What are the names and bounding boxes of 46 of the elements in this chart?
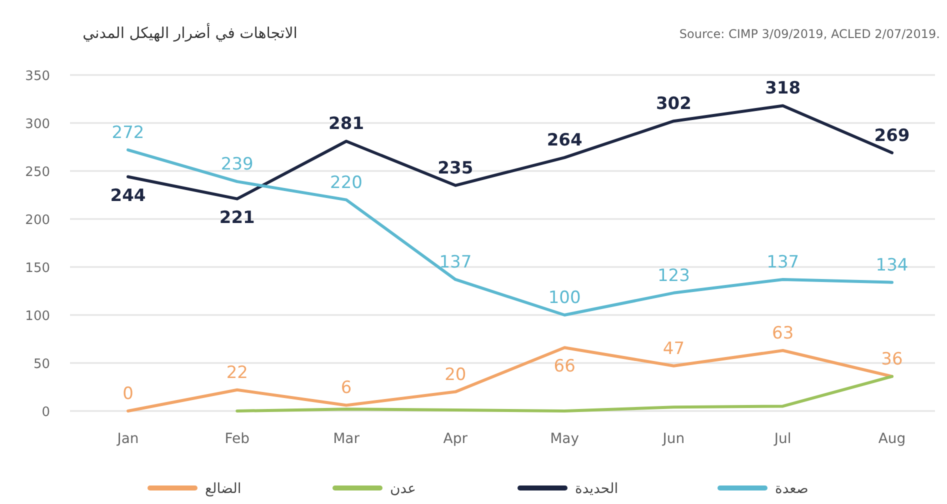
source-note: Source: CIMP 3/09/2019, ACLED 2/07/2019. <box>679 27 940 41</box>
data-label: 235 <box>438 158 474 178</box>
data-label: 66 <box>554 356 576 377</box>
x-tick-label: Jul <box>773 431 792 447</box>
data-label: 47 <box>662 338 685 359</box>
data-label: 6 <box>340 378 352 398</box>
y-tick-label: 0 <box>42 405 50 420</box>
data-label: 36 <box>881 349 903 370</box>
data-label: 239 <box>220 154 254 175</box>
y-tick-label: 150 <box>25 261 50 276</box>
data-label: 0 <box>122 384 134 404</box>
x-tick-label: Jun <box>662 431 685 447</box>
data-label: 221 <box>219 208 255 228</box>
data-label: 137 <box>439 252 472 272</box>
y-tick-label: 350 <box>25 69 50 84</box>
data-label: 272 <box>112 122 144 143</box>
y-tick-label: 100 <box>25 309 50 324</box>
x-tick-label: May <box>550 431 580 447</box>
legend-label: صعدة <box>775 481 808 497</box>
y-tick-label: 200 <box>25 213 50 228</box>
y-tick-label: 250 <box>25 165 50 180</box>
data-label: 123 <box>657 266 690 286</box>
y-tick-label: 300 <box>25 117 50 132</box>
x-tick-label: Feb <box>224 431 250 447</box>
x-tick-label: Mar <box>333 431 360 447</box>
data-label: 302 <box>656 94 692 114</box>
data-label: 244 <box>110 186 146 206</box>
x-tick-label: Jan <box>116 431 139 447</box>
y-tick-label: 50 <box>33 357 50 372</box>
legend-label: عدن <box>390 481 416 497</box>
data-label: 220 <box>330 172 363 193</box>
data-label: 318 <box>765 78 801 99</box>
data-label: 269 <box>874 126 910 146</box>
data-label: 137 <box>766 252 800 272</box>
legend-label: الضالع <box>205 481 242 497</box>
data-label: 134 <box>876 255 908 276</box>
data-label: 22 <box>226 362 248 383</box>
data-label: 264 <box>546 130 582 151</box>
data-label: 20 <box>444 364 466 385</box>
data-label: 63 <box>772 324 794 344</box>
data-label: 100 <box>548 288 581 308</box>
x-tick-label: Aug <box>878 431 906 447</box>
legend-label: الحديدة <box>575 481 618 497</box>
x-tick-label: Apr <box>443 431 468 447</box>
chart-title: الاتجاهات في أضرار الهيكل المدني <box>82 23 298 42</box>
data-label: 281 <box>328 114 364 134</box>
